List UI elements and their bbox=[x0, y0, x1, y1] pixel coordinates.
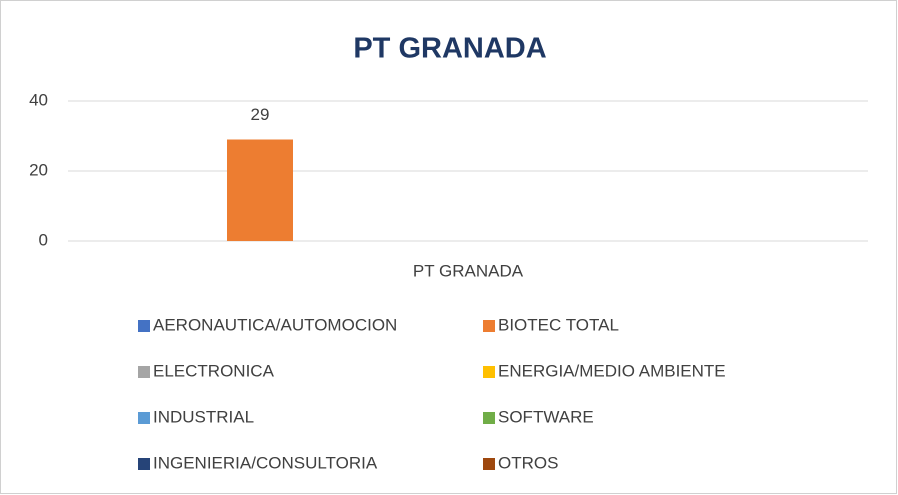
legend-swatch bbox=[483, 320, 495, 332]
chart-title: PT GRANADA bbox=[353, 33, 546, 65]
legend-label: ENERGIA/MEDIO AMBIENTE bbox=[498, 361, 726, 380]
legend-label: SOFTWARE bbox=[498, 407, 594, 426]
legend-label: AERONAUTICA/AUTOMOCION bbox=[153, 315, 397, 334]
legend-label: BIOTEC TOTAL bbox=[498, 315, 619, 334]
legend-swatch bbox=[138, 458, 150, 470]
legend-swatch bbox=[138, 366, 150, 378]
legend-swatch bbox=[483, 458, 495, 470]
y-tick-label: 40 bbox=[29, 90, 48, 109]
legend-label: ELECTRONICA bbox=[153, 361, 275, 380]
x-tick-label: PT GRANADA bbox=[413, 261, 524, 280]
legend-swatch bbox=[138, 320, 150, 332]
legend-label: INDUSTRIAL bbox=[153, 407, 254, 426]
data-label: 29 bbox=[251, 105, 270, 124]
bar bbox=[227, 139, 293, 241]
legend-swatch bbox=[483, 366, 495, 378]
y-tick-label: 20 bbox=[29, 160, 48, 179]
legend-label: OTROS bbox=[498, 453, 558, 472]
y-tick-label: 0 bbox=[39, 230, 48, 249]
legend-swatch bbox=[138, 412, 150, 424]
legend-swatch bbox=[483, 412, 495, 424]
legend-label: INGENIERIA/CONSULTORIA bbox=[153, 453, 378, 472]
